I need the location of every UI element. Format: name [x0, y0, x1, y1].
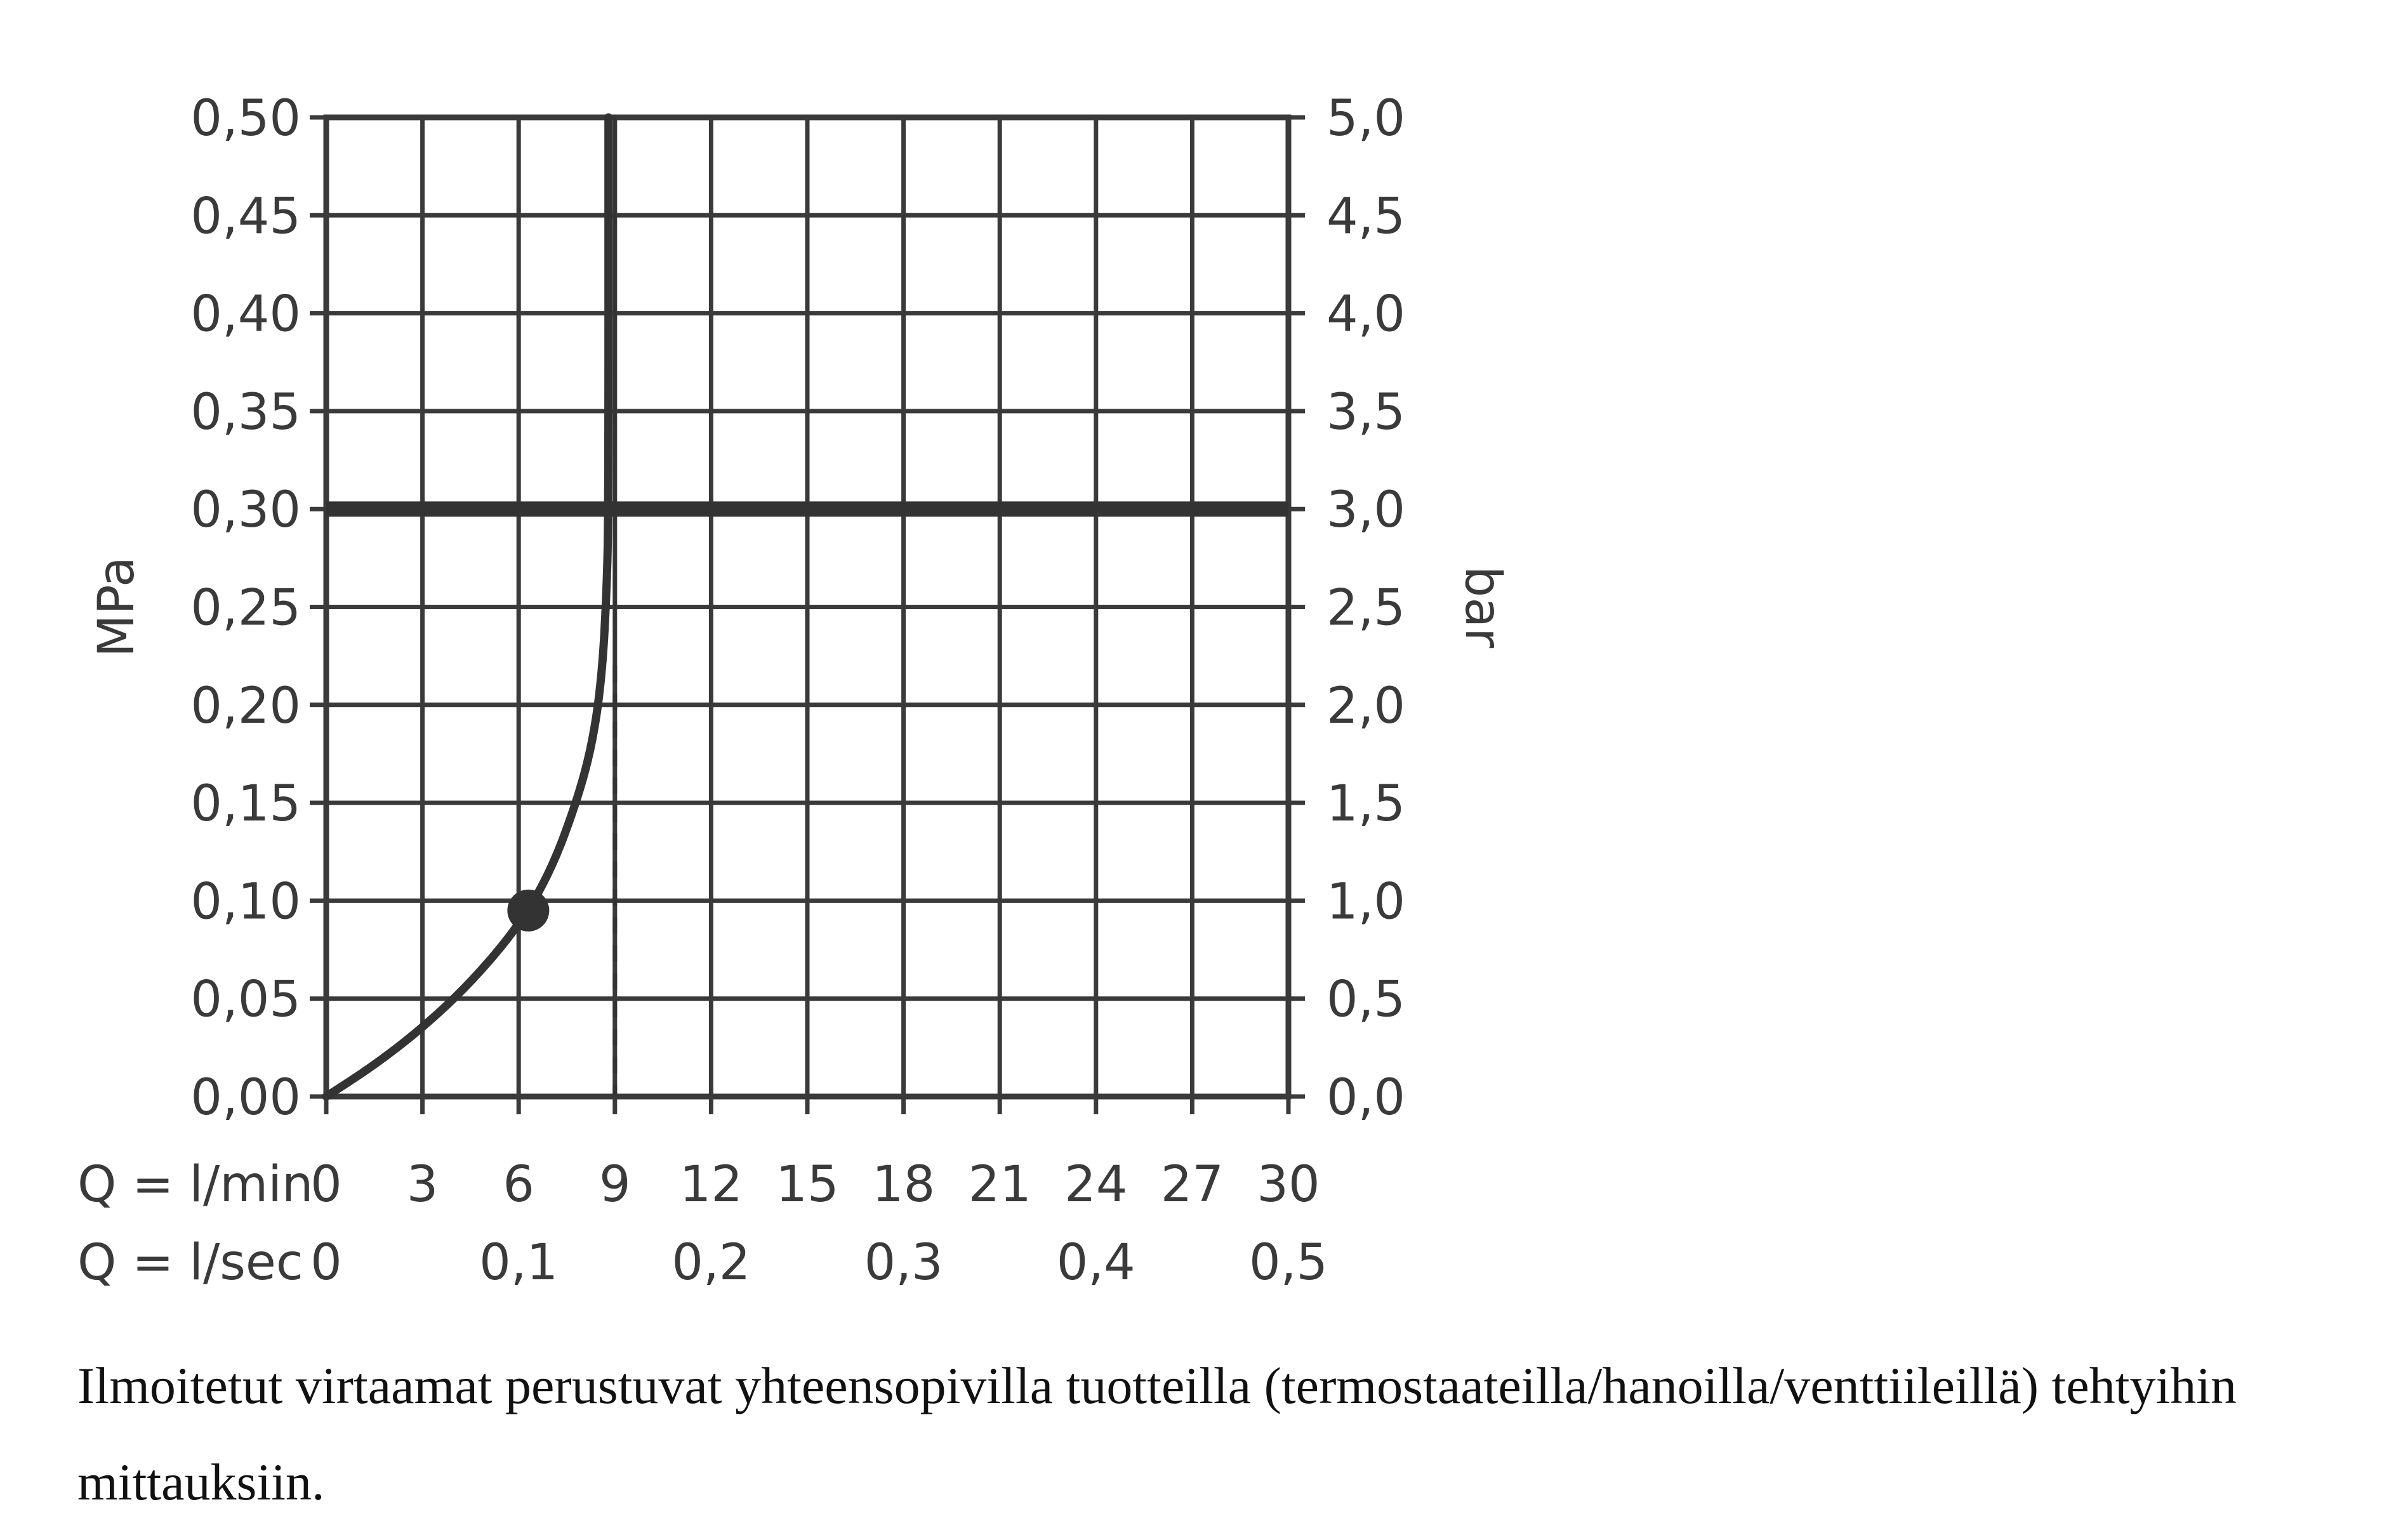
x-tick-label: 30 — [1257, 1156, 1320, 1213]
x2-axis-unit-label: Q = l/sec — [77, 1234, 303, 1291]
y2-tick-label: 5,0 — [1326, 90, 1405, 147]
x-tick-labels: 0 3 6 9 12 15 18 21 24 27 30 — [310, 1156, 1320, 1213]
y-axis-title: MPa — [88, 557, 145, 657]
y-tick-label: 0,10 — [190, 873, 301, 930]
y2-tick-label: 4,5 — [1326, 188, 1405, 245]
y2-tick-label: 2,0 — [1326, 678, 1405, 735]
y-tick-label: 0,30 — [190, 482, 301, 539]
x2-tick-label: 0,5 — [1249, 1234, 1328, 1291]
x2-tick-labels: 0 0,1 0,2 0,3 0,4 0,5 — [310, 1234, 1328, 1291]
y-tick-label: 0,05 — [190, 972, 301, 1029]
x-tick-label: 27 — [1161, 1156, 1224, 1213]
x-tick-label: 3 — [407, 1156, 439, 1213]
x2-tick-label: 0,3 — [864, 1234, 943, 1291]
x2-tick-label: 0,1 — [479, 1234, 558, 1291]
x-tick-label: 18 — [872, 1156, 935, 1213]
y-tick-label: 0,35 — [190, 384, 301, 441]
chart-caption: Ilmoitetut virtaamat perustuvat yhteenso… — [77, 1357, 2237, 1511]
x-tick-label: 6 — [503, 1156, 534, 1213]
y2-axis-title: bar — [1454, 566, 1511, 649]
y-tick-label: 0,00 — [190, 1069, 301, 1126]
y2-tick-label: 1,0 — [1326, 873, 1405, 930]
y2-tick-label: 3,0 — [1326, 482, 1405, 539]
y2-tick-label: 2,5 — [1326, 580, 1405, 637]
y-tick-labels: 0,00 0,05 0,10 0,15 0,20 0,25 0,30 0,35 0,40 0,45… — [190, 90, 301, 1126]
x-tick-label: 9 — [599, 1156, 631, 1213]
y2-tick-label: 4,0 — [1326, 286, 1405, 343]
reference-lines — [326, 117, 1288, 1097]
x-tick-label: 24 — [1064, 1156, 1127, 1213]
flow-curve-line — [322, 113, 613, 1101]
x2-tick-label: 0 — [310, 1234, 342, 1291]
x2-tick-label: 0,2 — [671, 1234, 750, 1291]
grid — [310, 114, 1305, 1114]
y2-tick-label: 3,5 — [1326, 384, 1405, 441]
y-tick-label: 0,50 — [190, 90, 301, 147]
y2-tick-labels: 0,0 0,5 1,0 1,5 2,0 2,5 3,0 3,5 4,0 4,5 5,0 — [1326, 90, 1405, 1126]
y2-tick-label: 0,0 — [1326, 1069, 1405, 1126]
operating-point-marker — [507, 889, 550, 932]
y2-tick-label: 1,5 — [1326, 775, 1405, 833]
x-tick-label: 0 — [310, 1156, 342, 1213]
x-tick-label: 12 — [680, 1156, 743, 1213]
y-tick-label: 0,45 — [190, 188, 301, 245]
y2-tick-label: 0,5 — [1326, 972, 1405, 1029]
y-tick-label: 0,25 — [190, 580, 301, 637]
x-tick-label: 15 — [776, 1156, 838, 1213]
flow-curve — [322, 113, 613, 1101]
x-tick-label: 21 — [969, 1156, 1031, 1213]
y-tick-label: 0,20 — [190, 678, 301, 735]
plot-frame — [323, 114, 1292, 1100]
y-tick-label: 0,15 — [190, 775, 301, 833]
x2-tick-label: 0,4 — [1057, 1234, 1135, 1291]
x-axis-unit-label: Q = l/min — [77, 1156, 313, 1213]
y-tick-label: 0,40 — [190, 286, 301, 343]
